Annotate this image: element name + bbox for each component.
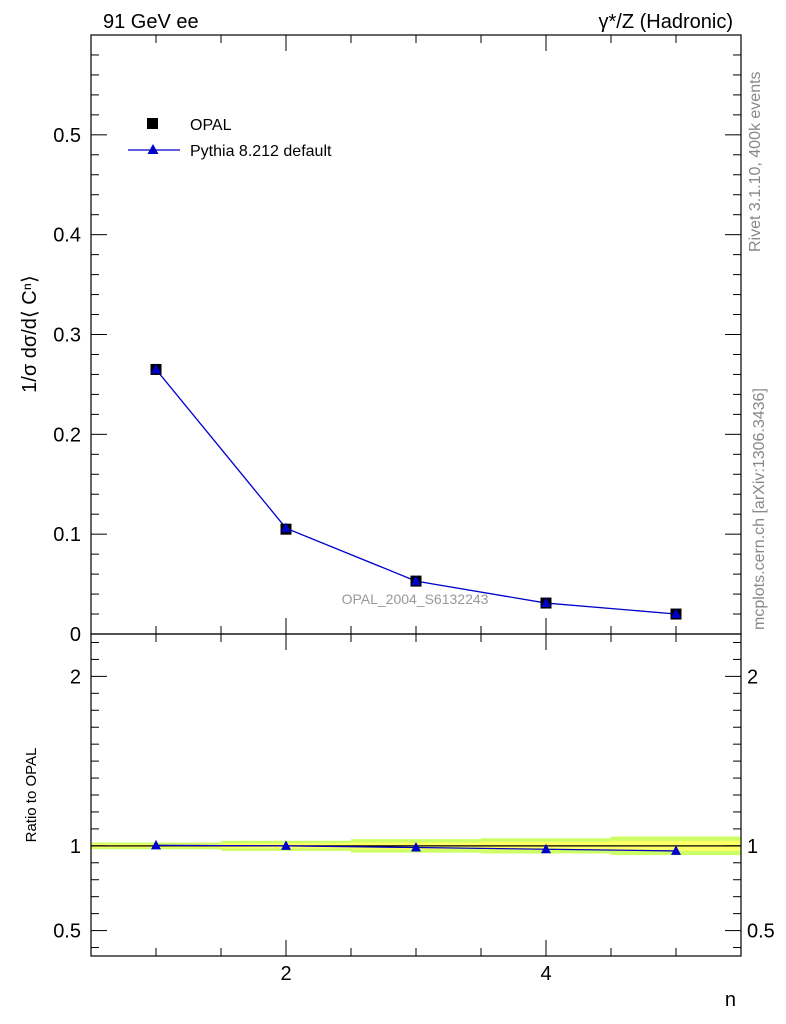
mc-point-marker	[281, 522, 291, 533]
ratio-point-marker	[281, 840, 291, 850]
ratio-panel: 2 4 0.5 0.5 1 1 2 2 Ratio to OPAL n	[23, 633, 775, 1011]
x-axis-label: n	[725, 989, 736, 1011]
legend-data-label: OPAL	[190, 117, 232, 134]
ratio-y-tick-label-right: 0.5	[747, 921, 775, 943]
main-y-tick-label: 0.1	[53, 524, 81, 546]
ratio-ticks: 2 4 0.5 0.5 1 1 2 2	[53, 634, 775, 985]
ratio-y-tick-label: 0.5	[53, 921, 81, 943]
source-label: mcplots.cern.ch [arXiv:1306.3436]	[751, 388, 768, 630]
main-y-tick-label: 0.5	[53, 125, 81, 147]
main-frame	[90, 34, 742, 635]
ratio-point-marker	[411, 842, 421, 852]
main-series	[150, 363, 682, 620]
ratio-point-marker	[541, 843, 551, 854]
mc-point-marker	[541, 597, 551, 608]
ratio-point-marker	[151, 839, 161, 850]
main-y-tick-label: 0.2	[53, 424, 81, 446]
legend-triangle-marker-icon	[147, 144, 159, 154]
x-tick-label: 2	[280, 963, 291, 985]
x-tick-label: 4	[540, 963, 551, 985]
main-y-tick-label: 0.3	[53, 325, 81, 347]
rivet-version-label: Rivet 3.1.10, 400k events	[747, 71, 764, 252]
ratio-y-tick-label-right: 2	[747, 666, 758, 688]
main-y-tick-label: 0.4	[53, 225, 81, 247]
ratio-point-marker	[671, 845, 681, 855]
ratio-y-tick-label: 2	[70, 666, 81, 688]
ratio-y-axis-label: Ratio to OPAL	[23, 748, 40, 843]
ratio-y-tick-label: 1	[70, 836, 81, 858]
legend-mc-label: Pythia 8.212 default	[190, 143, 332, 160]
legend: OPAL Pythia 8.212 default	[128, 117, 332, 160]
ratio-series	[151, 839, 681, 855]
mc-point-marker	[671, 608, 681, 619]
mc-point-marker	[411, 575, 421, 586]
main-y-tick-label: 0	[70, 624, 81, 646]
ratio-y-tick-label-right: 1	[747, 836, 758, 858]
ratio-frame	[90, 633, 742, 957]
mc-point-marker	[151, 363, 161, 374]
main-y-axis-label: 1/σ dσ/d⟨ Cⁿ⟩	[19, 275, 41, 393]
legend-square-marker-icon	[147, 118, 158, 129]
header-left-title: 91 GeV ee	[103, 11, 199, 33]
analysis-watermark: OPAL_2004_S6132243	[342, 591, 489, 607]
main-panel: 0 0.1 0.2 0.3 0.4 0.5 1/σ dσ/d⟨ Cⁿ⟩ OPAL_2004…	[19, 34, 742, 646]
header-right-title: γ*/Z (Hadronic)	[599, 11, 733, 33]
